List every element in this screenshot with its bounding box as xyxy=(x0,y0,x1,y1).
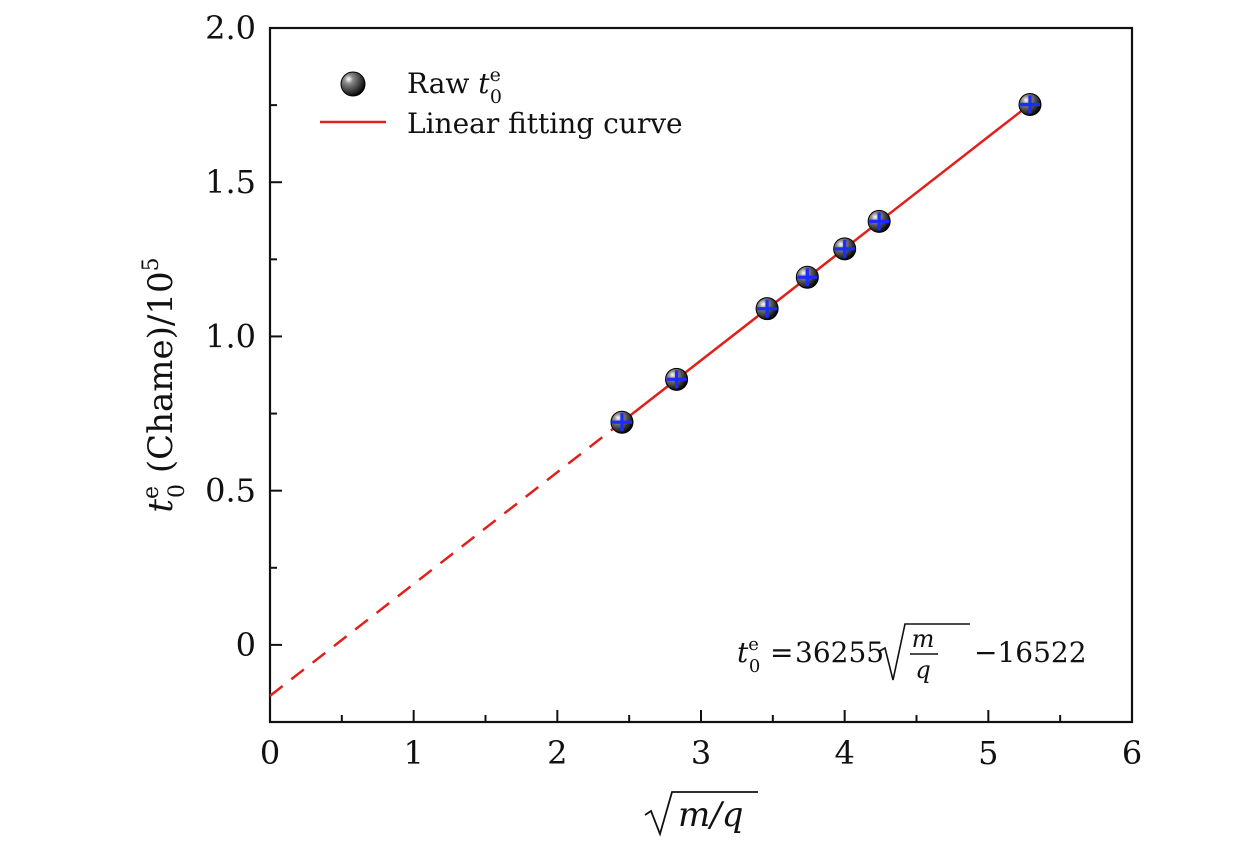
plot-frame xyxy=(268,26,1134,724)
fit-equation-annotation: te 0 = 36255 m q −16522 xyxy=(737,623,1087,684)
y-tick-label: 0.5 xyxy=(205,472,256,510)
legend: Raw te 0 Linear fitting curve xyxy=(320,64,683,140)
fit-line-solid xyxy=(621,103,1031,423)
data-points-group xyxy=(610,92,1042,434)
equation-sqrt-sign xyxy=(877,623,970,681)
legend-marker-ball xyxy=(340,71,366,97)
legend-label-fit: Linear fitting curve xyxy=(407,107,683,140)
x-tick-label: 0 xyxy=(260,734,280,772)
y-tick-label: 1.0 xyxy=(205,317,256,355)
data-point xyxy=(1018,92,1042,116)
fit-line-extrapolated-dashed xyxy=(269,420,623,697)
data-point xyxy=(833,237,857,261)
legend-label-raw: Raw te 0 xyxy=(407,64,502,108)
x-tick-label: 4 xyxy=(834,734,854,772)
x-tick-label: 6 xyxy=(1122,734,1142,772)
x-axis-label: m/q xyxy=(644,791,758,837)
data-point xyxy=(665,367,689,391)
equation-tail: −16522 xyxy=(974,636,1087,669)
y-tick-label: 2.0 xyxy=(205,9,256,47)
data-point xyxy=(867,209,891,233)
data-point xyxy=(795,265,819,289)
fit-line-group xyxy=(269,103,1031,697)
x-tick-label: 5 xyxy=(978,734,998,772)
plot-border xyxy=(268,26,1134,724)
equation-coefficient: 36255 xyxy=(795,636,884,669)
x-axis-sqrt-sign xyxy=(644,791,758,837)
equation-denominator: q xyxy=(915,656,930,684)
equation-lhs: te 0 xyxy=(737,634,760,677)
x-tick-label: 2 xyxy=(547,734,567,772)
axis-tick-labels: 0 1 2 3 4 5 6 0 0.5 1.0 1.5 2.0 xyxy=(205,9,1142,772)
equation-numerator: m xyxy=(912,625,935,653)
axis-ticks xyxy=(269,27,1133,722)
equation-equals: = xyxy=(770,636,793,669)
legend-marker-raw xyxy=(340,71,366,97)
data-point xyxy=(610,410,634,434)
data-point xyxy=(755,297,779,321)
y-tick-label: 0 xyxy=(236,626,256,664)
x-axis-label-radicand: m/q xyxy=(678,795,743,835)
y-axis-label: te0 (Chame)/105 xyxy=(139,257,190,512)
x-tick-label: 3 xyxy=(691,734,711,772)
x-tick-label: 1 xyxy=(403,734,423,772)
y-tick-label: 1.5 xyxy=(205,163,256,201)
